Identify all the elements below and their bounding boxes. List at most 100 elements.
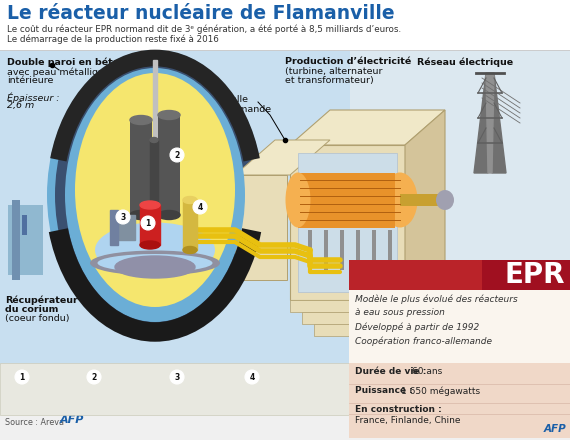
Text: (turbine, alternateur: (turbine, alternateur: [285, 67, 382, 76]
Ellipse shape: [115, 256, 195, 278]
Polygon shape: [405, 110, 445, 300]
Text: avec peau métallique: avec peau métallique: [7, 67, 110, 77]
Bar: [0, 0, 570, 52]
Ellipse shape: [130, 210, 152, 220]
Ellipse shape: [65, 68, 245, 322]
Text: du corium: du corium: [5, 305, 58, 314]
Bar: [290, 145, 405, 300]
Ellipse shape: [158, 210, 180, 220]
Bar: [388, 230, 392, 270]
Text: 60 ans: 60 ans: [412, 367, 442, 376]
Text: Le réacteur nucléaire de Flamanville: Le réacteur nucléaire de Flamanville: [7, 4, 394, 23]
Text: Production d’électricité: Production d’électricité: [285, 57, 411, 66]
Bar: [349, 260, 570, 290]
Ellipse shape: [97, 254, 213, 272]
Bar: [158, 115, 180, 215]
Text: Source : Areva: Source : Areva: [5, 418, 64, 427]
Bar: [400, 194, 445, 206]
Bar: [130, 120, 152, 215]
Text: 2: 2: [91, 373, 97, 381]
Text: Réseau électrique: Réseau électrique: [417, 57, 513, 66]
Circle shape: [15, 370, 29, 384]
Ellipse shape: [436, 190, 454, 210]
Text: primaires: primaires: [187, 380, 228, 389]
Ellipse shape: [183, 197, 197, 203]
Text: (en cas d’accident): (en cas d’accident): [118, 305, 209, 314]
Text: 1 650 mégawatts: 1 650 mégawatts: [401, 386, 480, 396]
Text: Générateurs: Générateurs: [104, 370, 158, 379]
Text: Développé à partir de 1992: Développé à partir de 1992: [355, 322, 479, 331]
Text: de vapeur: de vapeur: [104, 380, 148, 389]
Ellipse shape: [90, 250, 220, 275]
Circle shape: [193, 200, 207, 214]
Text: Modèle le plus évolué des réacteurs: Modèle le plus évolué des réacteurs: [355, 294, 518, 304]
Text: Pressuriseur: Pressuriseur: [262, 370, 316, 379]
Bar: [298, 153, 397, 292]
Text: 3: 3: [174, 373, 180, 381]
Bar: [150, 140, 158, 210]
Text: Épaisseur :: Épaisseur :: [7, 92, 59, 103]
Circle shape: [87, 370, 101, 384]
Polygon shape: [235, 140, 330, 175]
Bar: [324, 230, 328, 270]
Ellipse shape: [75, 73, 235, 307]
Bar: [302, 312, 445, 324]
Text: EPR: EPR: [504, 261, 565, 289]
Bar: [298, 173, 395, 228]
Text: intérieure: intérieure: [7, 76, 54, 85]
Bar: [314, 324, 445, 336]
Bar: [349, 290, 570, 363]
Bar: [349, 260, 482, 290]
Text: AFP: AFP: [543, 424, 566, 434]
Bar: [115, 215, 135, 240]
Ellipse shape: [55, 58, 255, 332]
Circle shape: [170, 148, 184, 162]
Bar: [356, 230, 360, 270]
Text: 1: 1: [19, 373, 25, 381]
Bar: [22, 215, 27, 235]
Text: 4: 4: [197, 202, 202, 212]
Ellipse shape: [158, 110, 180, 120]
Text: Salle
de commande: Salle de commande: [203, 95, 271, 114]
Text: Réservoir d’eau: Réservoir d’eau: [118, 295, 202, 304]
Text: du réacteur: du réacteur: [32, 380, 83, 389]
Bar: [349, 363, 570, 438]
Bar: [0, 363, 350, 415]
Bar: [350, 50, 570, 260]
Polygon shape: [474, 73, 488, 173]
Ellipse shape: [95, 223, 215, 278]
Bar: [372, 230, 376, 270]
Text: Cœur: Cœur: [32, 370, 56, 379]
Ellipse shape: [140, 201, 160, 209]
Ellipse shape: [150, 137, 158, 143]
Polygon shape: [492, 73, 506, 173]
Bar: [0, 50, 350, 365]
Circle shape: [170, 370, 184, 384]
Text: AFP: AFP: [60, 415, 84, 425]
Text: 2,6 m: 2,6 m: [7, 101, 34, 110]
Circle shape: [116, 210, 130, 224]
Text: Coopération franco-allemande: Coopération franco-allemande: [355, 336, 492, 345]
Circle shape: [245, 370, 259, 384]
Ellipse shape: [183, 246, 197, 253]
Text: 1: 1: [145, 219, 150, 227]
Bar: [110, 210, 118, 245]
Text: 4: 4: [250, 373, 255, 381]
Text: Double paroi en béton: Double paroi en béton: [7, 57, 126, 66]
Bar: [140, 205, 160, 245]
Ellipse shape: [382, 172, 417, 227]
Text: Durée de vie :: Durée de vie :: [355, 367, 430, 376]
Bar: [153, 60, 157, 140]
Polygon shape: [290, 110, 445, 145]
Text: 3: 3: [120, 213, 125, 221]
Text: (coeur fondu): (coeur fondu): [5, 314, 70, 323]
Bar: [340, 230, 344, 270]
Text: Le coût du réacteur EPR normand dit de 3ᵉ génération, a été porté à 8,5 milliard: Le coût du réacteur EPR normand dit de 3…: [7, 24, 401, 33]
Text: Récupérateur: Récupérateur: [5, 295, 78, 304]
Ellipse shape: [286, 172, 311, 227]
Bar: [8, 205, 43, 275]
Bar: [308, 230, 312, 270]
Text: France, Finlande, Chine: France, Finlande, Chine: [355, 416, 461, 425]
Text: à eau sous pression: à eau sous pression: [355, 308, 445, 317]
Circle shape: [141, 216, 155, 230]
